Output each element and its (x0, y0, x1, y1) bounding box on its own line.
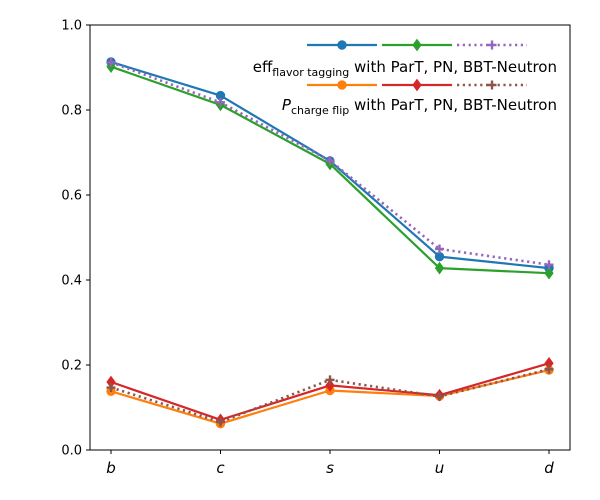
y-tick-label: 0.6 (61, 189, 82, 204)
data-point-diamond (325, 379, 335, 392)
data-point-diamond (434, 261, 445, 275)
x-tick-label: s (326, 459, 334, 477)
series-pcf-pn (106, 356, 554, 427)
data-point-plus (487, 80, 497, 90)
legend-row: effflavor tagging with ParT, PN, BBT-Neu… (253, 38, 557, 79)
x-tick-label: d (544, 459, 554, 477)
y-tick-label: 0.2 (61, 359, 82, 374)
x-tick-label: c (216, 459, 225, 477)
data-point-diamond (544, 266, 554, 280)
data-point-plus (487, 40, 497, 50)
legend-row: Pcharge flip with ParT, PN, BBT-Neutron (282, 78, 557, 117)
legend-label: Pcharge flip with ParT, PN, BBT-Neutron (282, 96, 557, 117)
y-tick-label: 1.0 (61, 19, 82, 34)
data-point-diamond (412, 38, 422, 52)
series-eff-bbt (106, 57, 554, 270)
y-tick-label: 0.8 (61, 104, 82, 119)
data-point-plus (106, 383, 116, 393)
x-tick-label: b (106, 459, 116, 477)
data-point-plus (106, 57, 116, 67)
data-point-circle (434, 251, 445, 262)
legend-label-main: eff (253, 58, 273, 76)
data-point-plus (435, 244, 444, 254)
series-pcf-part (106, 365, 554, 429)
axis-ticks: 0.0 0.2 0.4 0.6 0.8 1.0 b c s u d (61, 19, 554, 478)
y-tick-label: 0.0 (61, 444, 82, 459)
plot-frame (89, 24, 571, 451)
data-point-plus (544, 364, 554, 374)
data-point-circle (337, 80, 347, 90)
legend-label-subscript: charge flip (291, 104, 349, 117)
data-point-plus (216, 417, 225, 427)
legend-label-main: P (282, 96, 292, 114)
legend-label-rest: with ParT, PN, BBT-Neutron (349, 58, 557, 76)
data-point-plus (325, 375, 335, 385)
data-point-circle (337, 40, 347, 50)
data-point-plus (435, 391, 444, 401)
data-point-plus (325, 156, 335, 166)
x-tick-label: u (435, 459, 445, 477)
series-eff-pn (106, 60, 554, 280)
series-line (110, 61, 550, 266)
legend-label-subscript: flavor tagging (272, 66, 349, 79)
legend-label: effflavor tagging with ParT, PN, BBT-Neu… (253, 58, 557, 79)
legend: effflavor tagging with ParT, PN, BBT-Neu… (253, 38, 557, 117)
legend-label-rest: with ParT, PN, BBT-Neutron (349, 96, 557, 114)
series-pcf-bbt (106, 364, 554, 427)
y-tick-label: 0.4 (61, 274, 82, 289)
data-point-diamond (412, 78, 422, 92)
data-point-plus (216, 97, 225, 107)
series-lines (106, 57, 554, 429)
data-point-plus (544, 260, 554, 270)
